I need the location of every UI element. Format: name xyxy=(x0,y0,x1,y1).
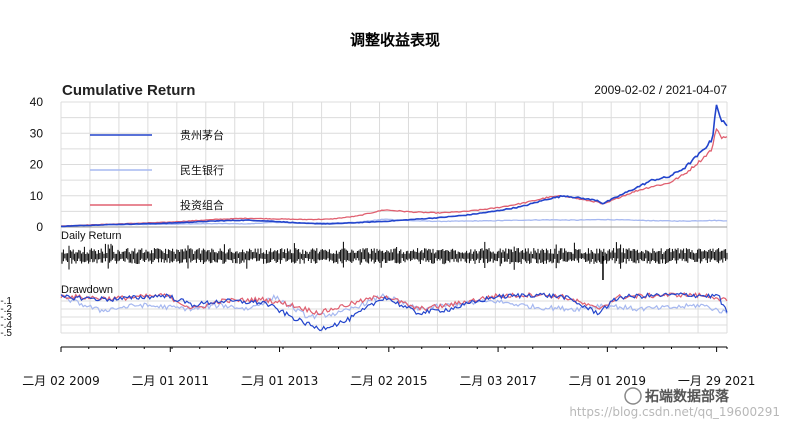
drawdown-tick-label: -.1 xyxy=(0,296,12,307)
x-tick-label: 二月 02 2009 xyxy=(22,374,99,388)
x-tick-label: 二月 01 2013 xyxy=(241,374,318,388)
cumulative-return-panel: 40 30 20 10 0 xyxy=(30,95,728,234)
legend-label: 民生银行 xyxy=(180,163,224,177)
x-axis: 二月 02 2009 二月 01 2011 二月 01 2013 二月 02 2015… xyxy=(22,346,755,388)
watermark-url: https://blog.csdn.net/qq_19600291 xyxy=(569,405,780,419)
legend-label: 贵州茅台 xyxy=(180,128,224,142)
drawdown-tick-label: -.5 xyxy=(0,328,12,339)
grid xyxy=(60,101,728,334)
chart-title: 调整收益表现 xyxy=(350,31,440,49)
cumulative-panel-title: Cumulative Return xyxy=(62,82,195,99)
cum-series-line xyxy=(60,127,728,227)
drawdown-panel-title: Drawdown xyxy=(61,284,113,296)
cum-series-line xyxy=(60,218,727,228)
x-tick-label: 二月 01 2011 xyxy=(132,374,209,388)
legend-label: 投资组合 xyxy=(180,198,224,212)
x-tick-label: 二月 03 2017 xyxy=(459,374,536,388)
watermark-brand: 拓端数据部落 xyxy=(645,388,730,405)
daily-panel-title: Daily Return xyxy=(61,230,122,242)
y-tick-label: 20 xyxy=(30,158,44,172)
x-tick-label: 二月 02 2015 xyxy=(350,374,427,388)
drawdown-series-line xyxy=(60,293,728,320)
y-tick-label: 40 xyxy=(30,95,44,109)
drawdown-panel: -.1-.2-.3-.4-.5 xyxy=(0,292,728,339)
y-tick-label: 0 xyxy=(36,220,43,234)
daily-return-panel xyxy=(61,241,728,280)
date-range: 2009-02-02 / 2021-04-07 xyxy=(594,83,727,97)
x-tick-label: 二月 01 2019 xyxy=(569,374,646,388)
wechat-icon xyxy=(624,387,642,405)
y-tick-label: 10 xyxy=(30,189,44,203)
drawdown-tick-label: -.4 xyxy=(0,320,12,331)
drawdown-series-line xyxy=(60,292,728,316)
y-tick-label: 30 xyxy=(30,126,44,140)
drawdown-tick-label: -.2 xyxy=(0,304,12,315)
x-tick-label: 一月 29 2021 xyxy=(678,374,755,388)
drawdown-tick-label: -.3 xyxy=(0,312,12,323)
cum-series-line xyxy=(60,104,728,228)
watermark: 拓端数据部落 https://blog.csdn.net/qq_19600291 xyxy=(569,387,780,419)
drawdown-series-line xyxy=(60,292,728,332)
